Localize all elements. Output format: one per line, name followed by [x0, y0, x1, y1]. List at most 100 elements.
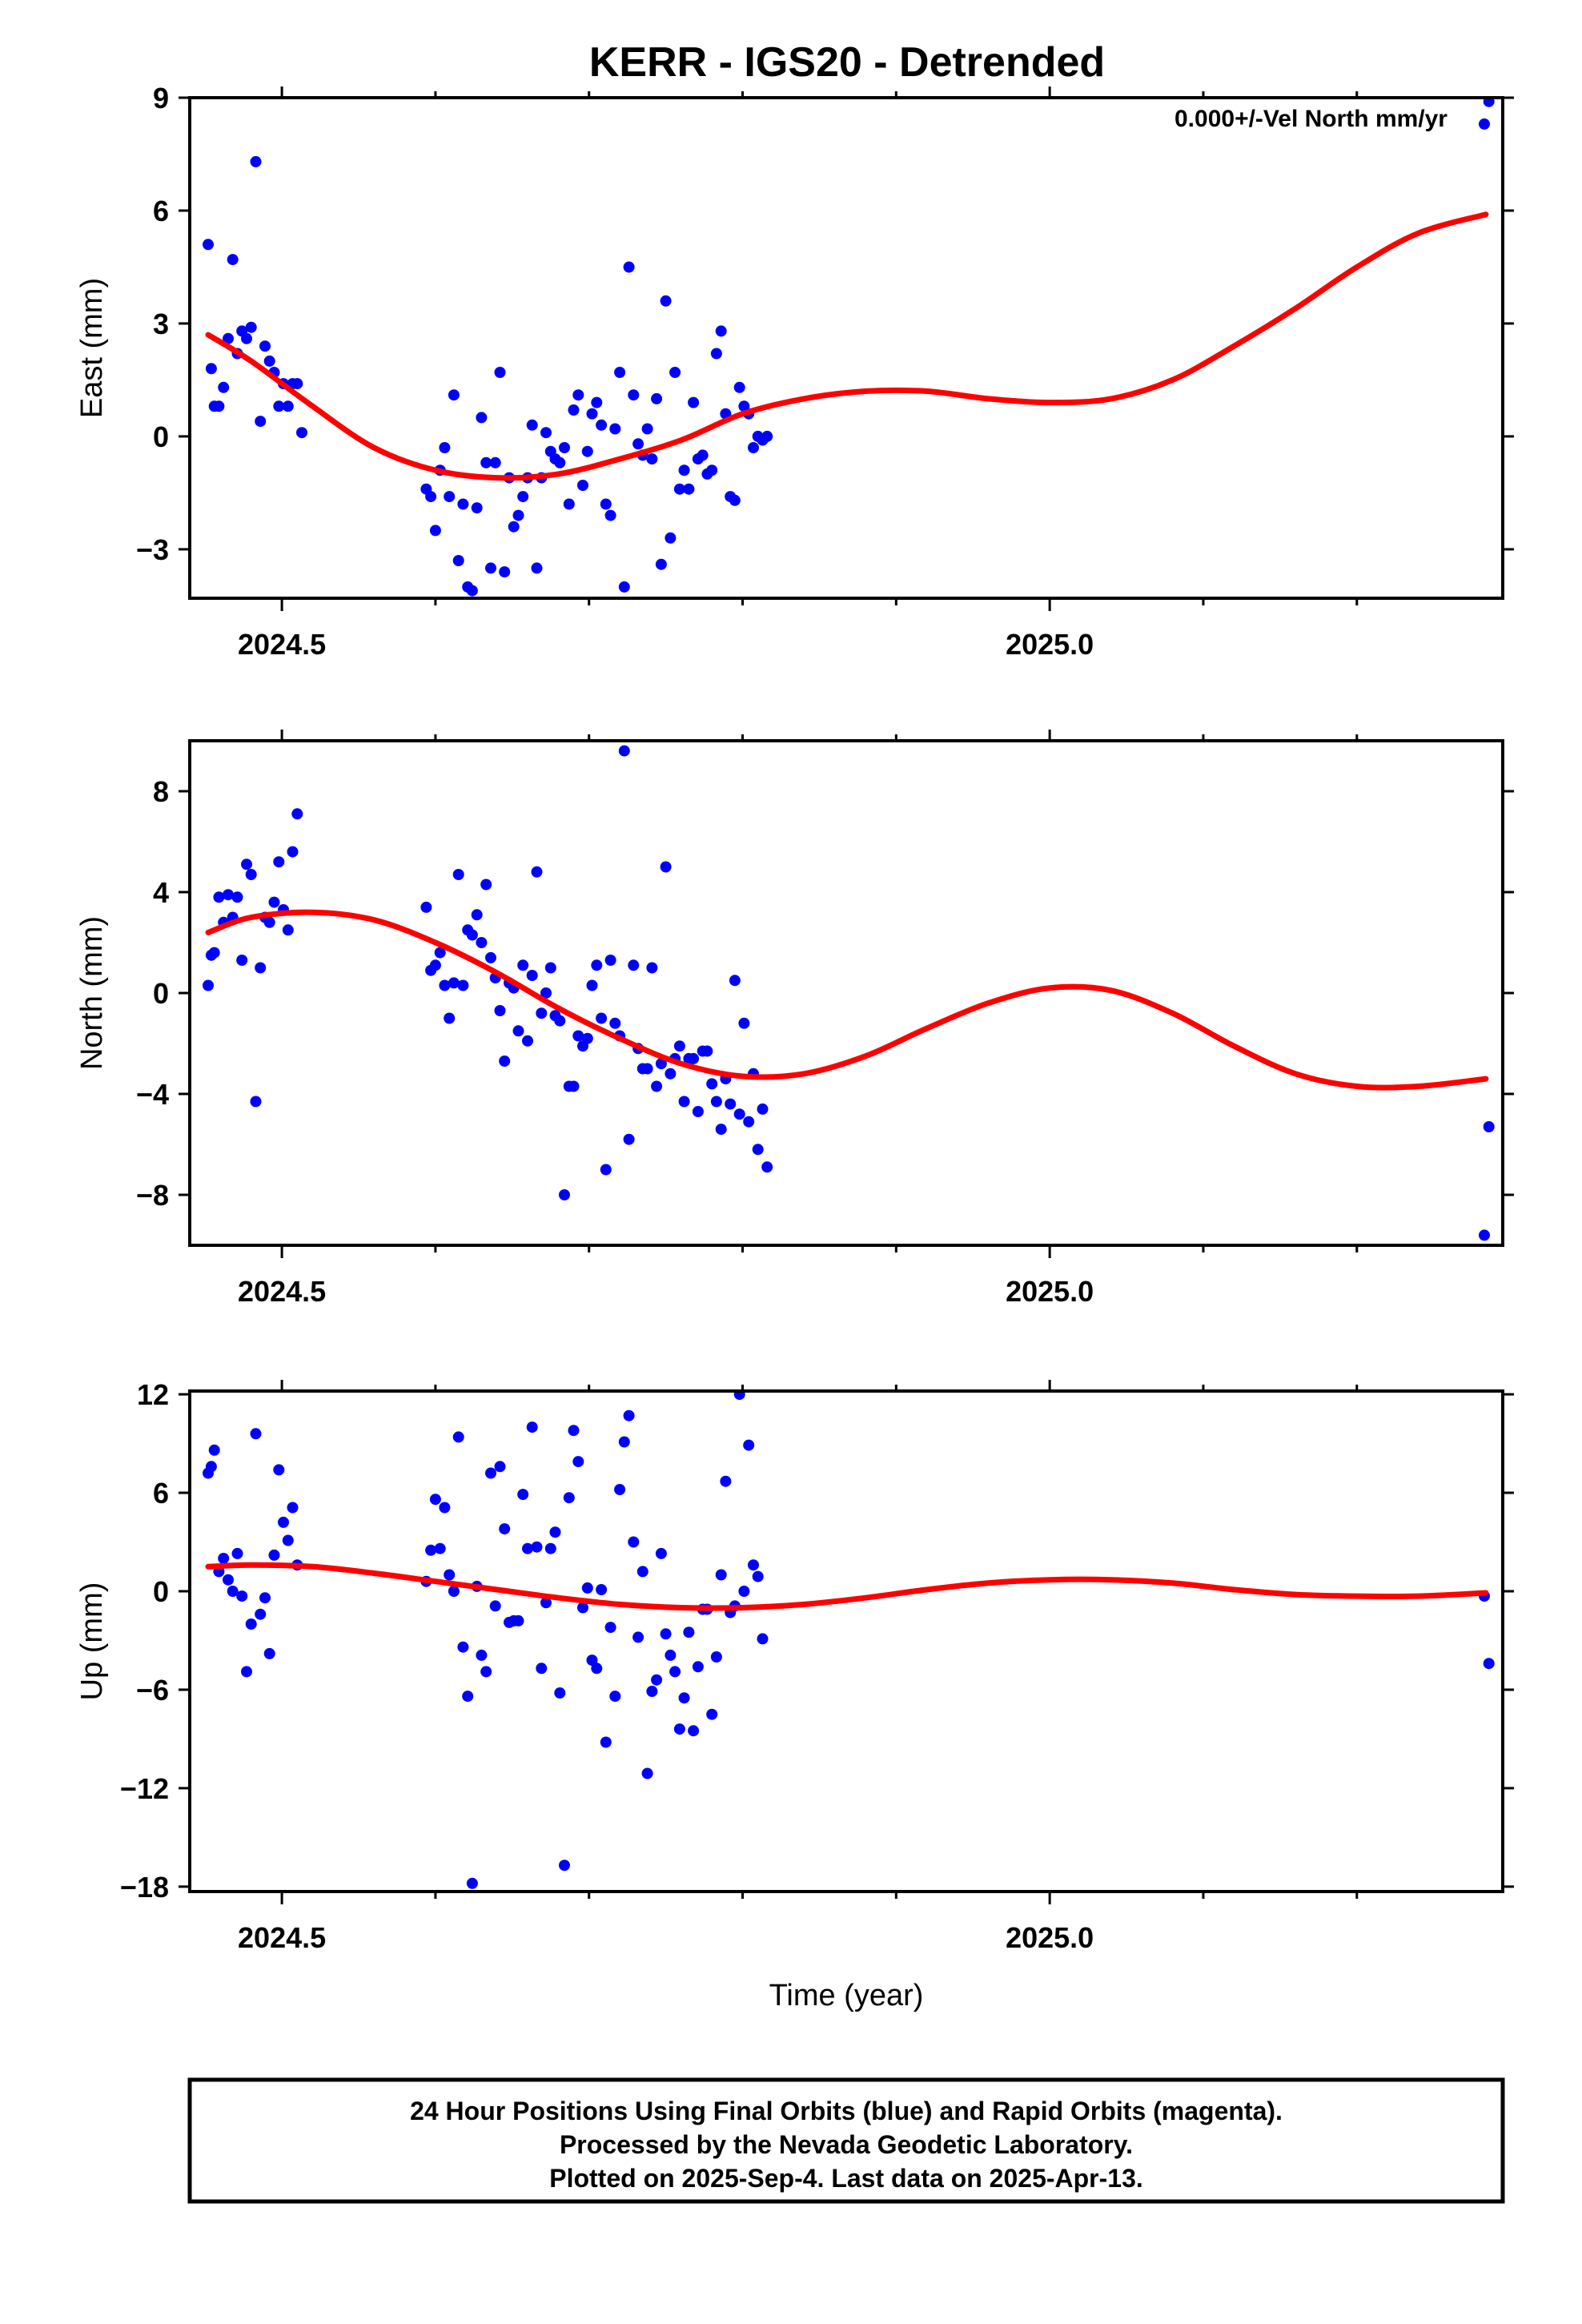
data-point — [596, 1584, 608, 1595]
data-point — [245, 1618, 257, 1630]
data-point — [738, 1586, 750, 1597]
y-tick-label: 8 — [153, 775, 169, 808]
data-point — [205, 363, 217, 375]
data-point — [641, 1767, 653, 1779]
footer-box: 24 Hour Positions Using Final Orbits (bl… — [187, 2077, 1505, 2204]
data-point — [609, 1017, 621, 1029]
data-point — [688, 1725, 700, 1737]
data-point — [628, 1536, 640, 1548]
x-tick-label: 2025.0 — [1006, 1275, 1094, 1308]
data-point — [660, 861, 672, 873]
x-tick-label: 2025.0 — [1006, 1921, 1094, 1954]
data-point — [715, 1124, 727, 1136]
data-point — [660, 295, 672, 307]
data-point — [476, 1649, 488, 1661]
data-point — [673, 483, 685, 495]
data-points — [203, 1391, 1495, 1889]
data-point — [743, 1439, 755, 1451]
y-axis-label: North (mm) — [75, 916, 109, 1070]
data-point — [761, 1161, 773, 1173]
data-point — [263, 916, 275, 928]
data-point — [540, 1597, 552, 1609]
y-tick-label: 0 — [153, 420, 169, 453]
plot-frame — [188, 96, 1504, 600]
data-point — [623, 1133, 635, 1145]
data-point — [655, 1547, 667, 1559]
data-point — [448, 1586, 460, 1597]
data-point — [466, 1877, 478, 1889]
data-point — [604, 955, 616, 966]
data-point — [596, 1012, 608, 1024]
data-point — [596, 419, 608, 431]
data-point — [559, 1189, 570, 1200]
y-tick-label: 6 — [153, 195, 169, 227]
data-point — [669, 1666, 681, 1678]
data-point — [591, 396, 603, 408]
data-point — [522, 1542, 533, 1554]
data-point — [429, 1494, 441, 1506]
data-point — [1479, 118, 1490, 130]
data-point — [632, 1631, 644, 1643]
footer-frame — [187, 2077, 1505, 2204]
data-point — [554, 456, 566, 468]
data-point — [697, 449, 709, 461]
data-point — [517, 1489, 529, 1501]
y-tick-label: −12 — [120, 1772, 169, 1805]
x-tick-label: 2024.5 — [238, 628, 326, 661]
data-point — [255, 962, 267, 974]
y-tick-label: 9 — [153, 82, 169, 115]
fit-curve — [205, 211, 1489, 481]
data-point — [489, 456, 501, 468]
footer-line-1: 24 Hour Positions Using Final Orbits (bl… — [410, 2097, 1283, 2125]
data-point — [203, 979, 214, 991]
data-point — [263, 1647, 275, 1659]
data-point — [291, 378, 303, 390]
data-point — [457, 1641, 469, 1653]
data-point — [733, 1391, 745, 1401]
data-point — [641, 1063, 653, 1075]
data-point — [517, 959, 529, 971]
data-point — [255, 1608, 267, 1620]
data-point — [494, 1005, 506, 1016]
data-point — [623, 1409, 635, 1421]
data-point — [429, 525, 441, 537]
data-point — [563, 498, 575, 510]
data-point — [250, 155, 262, 167]
data-point — [586, 979, 598, 991]
data-point — [600, 1164, 612, 1176]
data-point — [480, 456, 492, 468]
data-point — [710, 1096, 722, 1108]
data-point — [614, 367, 626, 378]
data-point — [485, 562, 496, 574]
data-point — [480, 1666, 492, 1678]
data-point — [729, 975, 741, 987]
data-point — [609, 1691, 621, 1703]
data-point — [268, 896, 280, 908]
data-point — [526, 419, 538, 431]
data-point — [581, 1032, 593, 1044]
x-tick-label: 2024.5 — [238, 1275, 326, 1308]
data-point — [646, 1686, 658, 1697]
data-point — [466, 585, 478, 597]
y-axis-label: East (mm) — [75, 278, 109, 418]
data-point — [563, 1492, 575, 1504]
data-point — [508, 521, 520, 533]
data-point — [268, 1549, 280, 1561]
data-point — [752, 1144, 764, 1156]
data-point — [480, 879, 492, 891]
data-point — [208, 947, 220, 959]
data-point — [572, 1456, 584, 1468]
data-point — [485, 951, 496, 963]
data-point — [683, 1626, 695, 1638]
data-point — [213, 400, 225, 412]
data-point — [296, 427, 307, 439]
data-point — [1483, 1658, 1495, 1670]
data-point — [241, 858, 252, 870]
data-point — [604, 509, 616, 521]
y-tick-label: 6 — [153, 1477, 169, 1510]
data-point — [646, 962, 658, 974]
data-point — [223, 332, 234, 344]
data-point — [651, 1674, 663, 1686]
data-point — [604, 1622, 616, 1634]
data-point — [517, 491, 529, 503]
